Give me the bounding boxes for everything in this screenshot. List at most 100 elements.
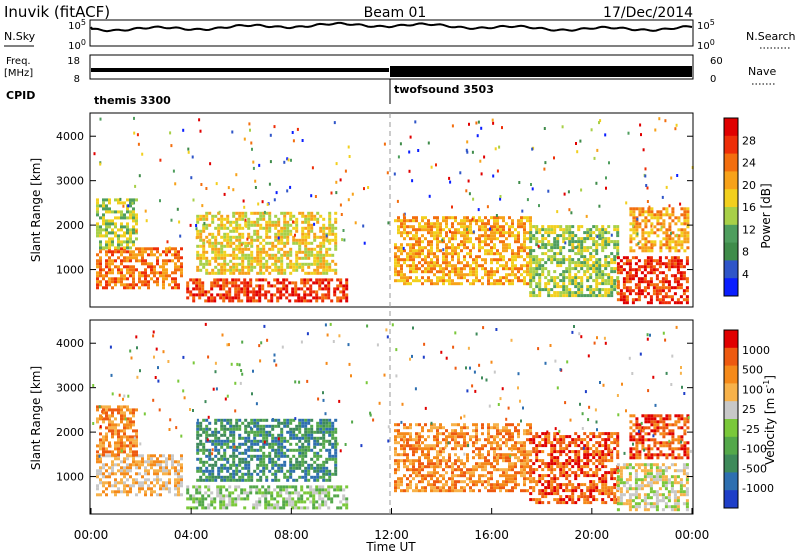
echo-cell [589,231,593,235]
echo-cell [171,253,174,257]
echo-cell [189,494,193,498]
echo-cell [264,296,268,300]
echo-cell [223,217,227,221]
echo-cell [201,506,205,510]
echo-cell [499,438,502,442]
echo-cell [529,273,533,277]
echo-cell [595,264,599,268]
echo-cell [442,477,445,481]
echo-cell [120,253,123,257]
echo-cell [280,439,284,443]
echo-cell [117,408,120,412]
echo-cell [535,267,539,271]
echo-cell [250,235,254,239]
echo-cell [451,489,454,493]
echo-cell [644,240,648,244]
echo-cell [270,506,274,510]
echo-cell [598,288,602,292]
echo-cell [451,270,454,274]
echo-cell [322,268,326,272]
echo-cell [664,280,668,284]
echo-cell [683,228,687,232]
echo-cell [508,273,511,277]
echo-cell [264,500,268,504]
echo-cell [292,478,296,482]
echo-cell [289,229,293,233]
echo-cell [168,481,171,485]
echo-cell [268,457,272,461]
echo-cell [526,270,529,274]
echo-cell [409,483,412,487]
echo-cell [400,444,403,448]
echo-cell [223,244,227,248]
echo-cell [487,219,490,223]
echo-cell [307,445,311,449]
echo-cell [250,220,254,224]
echo-cell [132,253,135,257]
echo-cell [235,424,239,428]
echo-cell [667,295,671,299]
echo-cell [677,237,681,241]
echo-cell [262,247,266,251]
echo-cell [469,225,472,229]
echo-cell [126,490,129,494]
echo-cell [219,497,223,501]
echo-cell [126,237,129,241]
echo-cell [219,485,223,489]
echo-cell [300,500,304,504]
echo-cell [99,216,102,220]
echo-cell [117,481,120,485]
echo-cell [607,261,611,265]
echo-cell [262,445,266,449]
echo-cell [427,462,430,466]
echo-cell [220,214,224,218]
echo-cell [232,475,236,479]
echo-cell [114,198,117,202]
echo-cell [304,271,308,275]
echo-cell [520,216,523,220]
echo-cell [661,301,665,305]
echo-cell [655,262,659,266]
echo-cell [108,481,111,485]
echo-cell [277,463,281,467]
echo-cell [439,225,442,229]
echo-cell [214,475,218,479]
echo-cell [508,447,511,451]
echo-cell [238,460,242,464]
echo-cell [223,250,227,254]
echo-cell [487,279,490,283]
echo-cell [208,421,212,425]
echo-cell [180,457,183,461]
echo-cell [129,411,132,415]
echo-cell [475,261,478,265]
echo-cell [559,285,563,289]
echo-cell [174,280,177,284]
echo-cell [415,471,418,475]
echo-cell [289,211,293,215]
echo-cell [650,210,654,214]
echo-cell [129,450,132,454]
echo-cell [656,216,660,220]
echo-cell [661,289,665,293]
echo-cell [367,186,370,189]
echo-cell [256,478,260,482]
echo-cell [643,289,647,293]
echo-cell [244,460,248,464]
echo-cell [553,258,557,262]
echo-cell [610,288,614,292]
echo-cell [454,489,457,493]
echo-cell [277,217,281,221]
echo-cell [532,249,536,253]
echo-cell [412,489,415,493]
echo-cell [249,485,253,489]
echo-cell [222,494,226,498]
echo-cell [583,264,587,268]
echo-cell [255,284,259,288]
echo-cell [277,232,281,236]
echo-cell [307,421,311,425]
echo-cell [316,235,320,239]
echo-cell [117,444,120,448]
echo-cell [415,444,418,448]
echo-cell [487,483,490,487]
echo-cell [586,228,590,232]
